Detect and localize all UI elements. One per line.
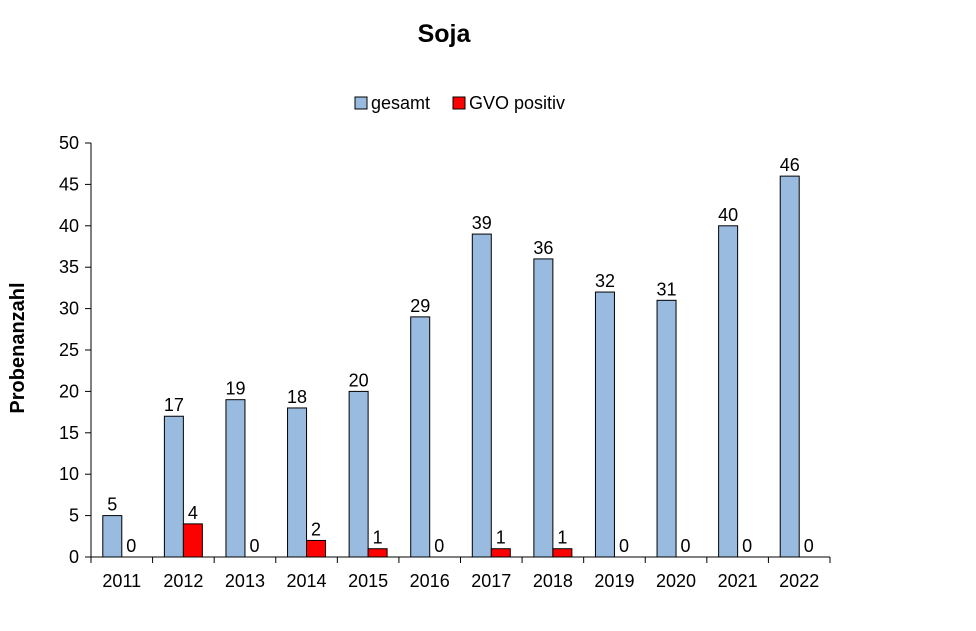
x-tick-label: 2011 — [102, 571, 141, 591]
data-label: 0 — [249, 536, 259, 556]
y-tick-label: 10 — [59, 464, 79, 484]
data-label: 4 — [188, 503, 198, 523]
x-tick-label: 2022 — [779, 571, 819, 591]
data-label: 0 — [742, 536, 752, 556]
legend: gesamt GVO positiv — [354, 93, 565, 113]
bar-gesamt — [102, 515, 123, 558]
bar-gesamt — [656, 299, 677, 558]
data-label: 19 — [225, 379, 245, 399]
y-tick-label: 20 — [59, 381, 79, 401]
legend-swatch — [452, 96, 466, 110]
x-tick-label: 2020 — [656, 571, 696, 591]
data-label: 20 — [349, 370, 369, 390]
bar-gesamt — [225, 399, 246, 558]
data-label: 29 — [410, 296, 430, 316]
data-label: 0 — [804, 536, 814, 556]
data-label: 39 — [472, 213, 492, 233]
bar-gesamt — [718, 225, 739, 558]
bar-gesamt — [287, 407, 308, 558]
y-tick-label: 35 — [59, 257, 79, 277]
bar-gesamt — [594, 291, 615, 558]
legend-label: GVO positiv — [469, 93, 565, 113]
legend-swatch — [354, 96, 368, 110]
bar-gvo-positiv — [306, 539, 327, 558]
x-tick-label: 2014 — [287, 571, 327, 591]
data-label: 46 — [780, 155, 800, 175]
y-tick-label: 0 — [69, 547, 79, 567]
y-tick-label: 25 — [59, 340, 79, 360]
y-tick-label: 5 — [69, 506, 79, 526]
data-label: 1 — [373, 528, 383, 548]
y-tick-label: 50 — [59, 133, 79, 153]
bar-gvo-positiv — [367, 548, 388, 558]
data-label: 17 — [164, 395, 184, 415]
legend-label: gesamt — [371, 93, 430, 113]
x-tick-label: 2018 — [533, 571, 573, 591]
data-label: 2 — [311, 519, 321, 539]
data-label: 18 — [287, 387, 307, 407]
x-tick-label: 2015 — [348, 571, 388, 591]
bar-gesamt — [410, 316, 431, 558]
data-label: 0 — [619, 536, 629, 556]
x-tick-label: 2013 — [225, 571, 265, 591]
data-label: 1 — [496, 528, 506, 548]
x-tick-label: 2016 — [410, 571, 450, 591]
data-label: 31 — [657, 279, 677, 299]
bar-gesamt — [471, 233, 492, 558]
data-label: 36 — [533, 238, 553, 258]
y-tick-label: 45 — [59, 174, 79, 194]
x-tick-label: 2017 — [471, 571, 511, 591]
data-label: 0 — [681, 536, 691, 556]
bar-gesamt — [779, 175, 800, 558]
bar-gvo-positiv — [490, 548, 511, 558]
data-label: 0 — [434, 536, 444, 556]
data-label: 40 — [718, 205, 738, 225]
y-axis-label: Probenanzahl — [7, 282, 29, 413]
bar-gesamt — [348, 390, 369, 558]
data-label: 5 — [107, 495, 117, 515]
bar-gvo-positiv — [552, 548, 573, 558]
x-tick-label: 2019 — [594, 571, 634, 591]
data-label: 32 — [595, 271, 615, 291]
bar-gesamt — [533, 258, 554, 558]
bar-gvo-positiv — [182, 523, 203, 558]
data-label: 1 — [557, 528, 567, 548]
y-tick-label: 15 — [59, 423, 79, 443]
y-tick-label: 30 — [59, 299, 79, 319]
y-tick-label: 40 — [59, 216, 79, 236]
bar-gesamt — [163, 415, 184, 558]
chart-title: Soja — [418, 20, 472, 48]
data-label: 0 — [126, 536, 136, 556]
bars — [102, 175, 800, 558]
x-tick-label: 2012 — [163, 571, 203, 591]
x-tick-label: 2021 — [718, 571, 758, 591]
